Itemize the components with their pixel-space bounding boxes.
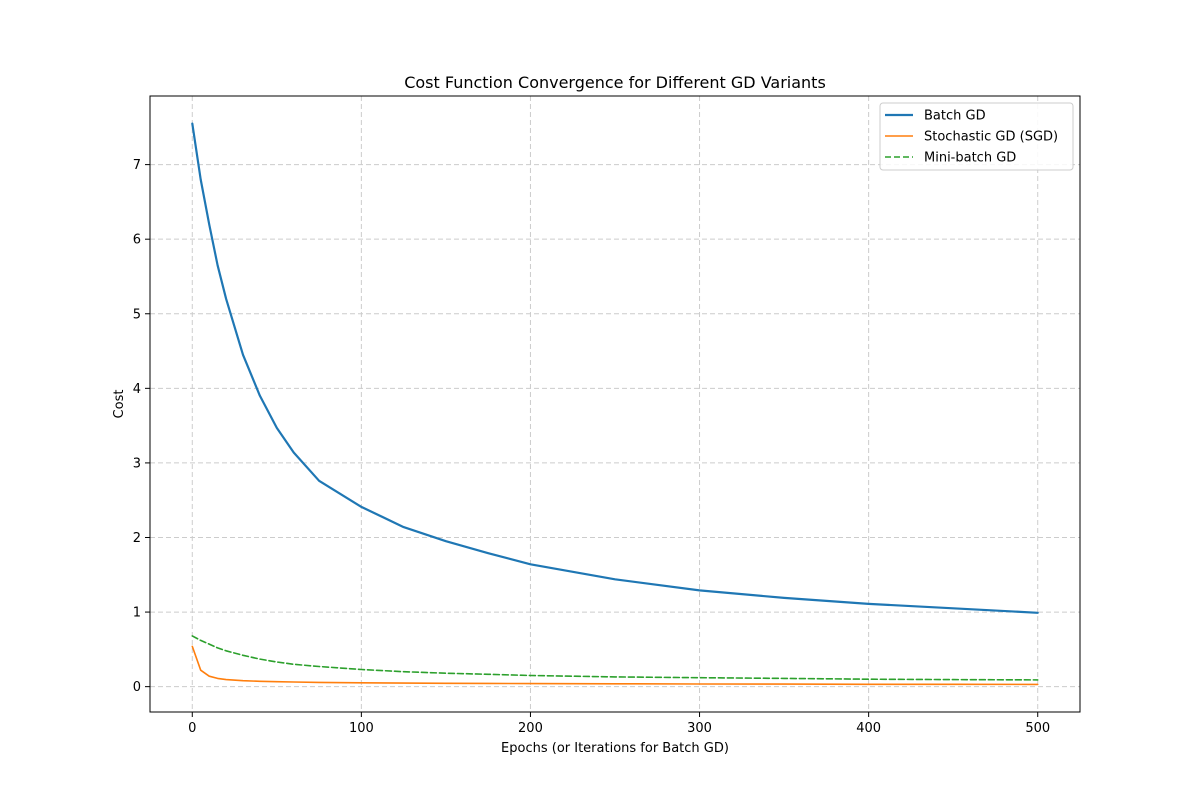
legend-label: Stochastic GD (SGD): [924, 130, 1058, 145]
plot-area-frame: [149, 95, 1081, 713]
chart-title: Cost Function Convergence for Different …: [404, 73, 826, 92]
y-axis-ticks: 0 1 2 3 4 5 6 7: [133, 158, 150, 695]
series-line-batch-gd: [191, 122, 1039, 614]
series-line-mini-batch-gd: [191, 635, 1039, 681]
x-tick-label: 0: [188, 721, 196, 736]
series-line-stochastic-gd-sgd: [191, 645, 1039, 686]
x-axis-ticks: 0 100 200 300 400 500: [188, 712, 1050, 736]
grid-lines: [150, 96, 1080, 712]
y-tick-label: 7: [133, 158, 141, 173]
y-tick-label: 6: [133, 233, 141, 248]
y-tick-label: 2: [133, 531, 141, 546]
y-tick-label: 1: [133, 606, 141, 621]
legend: Batch GD Stochastic GD (SGD) Mini-batch GD: [879, 102, 1074, 171]
legend-box: [879, 102, 1074, 171]
x-tick-label: 200: [518, 721, 543, 736]
x-tick-label: 300: [687, 721, 712, 736]
y-axis-label: Cost: [112, 390, 127, 419]
series-layer: [191, 122, 1039, 686]
y-tick-label: 0: [133, 680, 141, 695]
y-tick-label: 3: [133, 456, 141, 471]
y-tick-label: 4: [133, 382, 141, 397]
legend-label: Mini-batch GD: [924, 151, 1016, 166]
x-tick-label: 400: [856, 721, 881, 736]
legend-label: Batch GD: [924, 109, 986, 124]
x-axis-label: Epochs (or Iterations for Batch GD): [501, 741, 729, 756]
y-tick-label: 5: [133, 307, 141, 322]
x-tick-label: 100: [349, 721, 374, 736]
x-tick-label: 500: [1025, 721, 1050, 736]
